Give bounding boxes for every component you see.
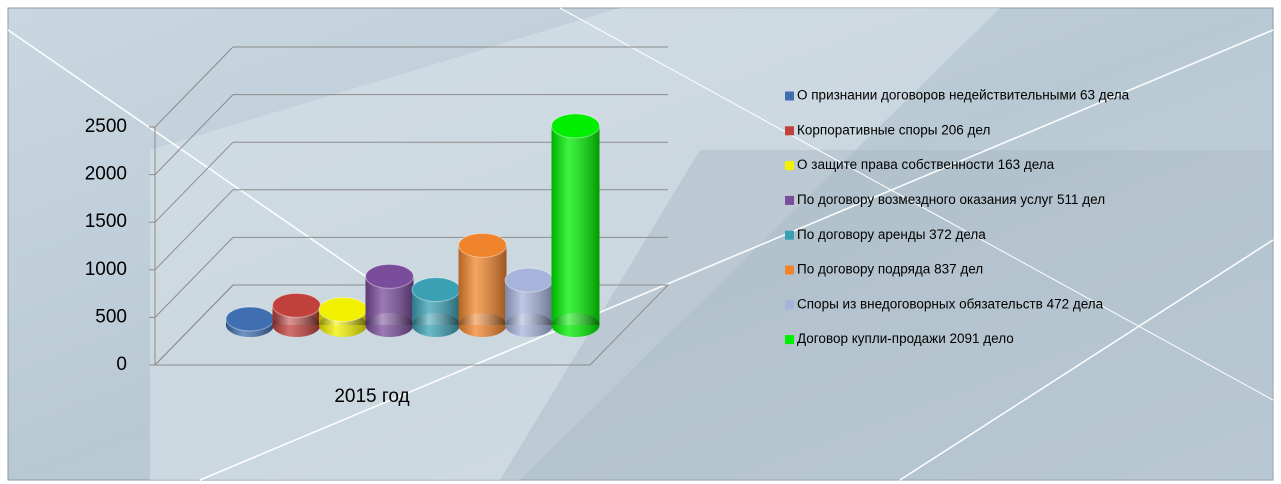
decor-line [899,239,1274,481]
grid-line [154,141,234,223]
bar-top [458,232,507,258]
grid-line [154,94,234,175]
legend-label: Корпоративные споры 206 дел [797,122,990,137]
bar-bottom-shade [458,313,507,337]
y-tick-label: 0 [116,354,127,375]
bar-top [551,113,600,139]
grid-line [154,237,234,318]
x-tick-label: 2015 год [334,386,409,407]
legend-swatch [785,161,794,171]
grid-line [154,284,234,366]
decor-line [559,7,1274,401]
decor-line [199,29,1274,481]
decor-line [7,29,401,301]
bar-top [504,267,554,293]
grid-line [154,189,234,271]
bar-top [365,263,414,289]
legend-label: Споры из внедоговорных обязательств 472 … [797,296,1104,311]
legend-label: Договор купли-продажи 2091 дело [797,331,1014,346]
bar-bottom-shade [412,313,460,337]
legend-label: По договору аренды 372 дела [797,227,986,242]
legend-swatch [785,91,794,101]
legend: О признании договоров недействительными … [785,88,1130,346]
y-tick-label: 500 [95,306,127,327]
y-tick-label: 1000 [85,259,127,280]
legend-swatch [785,230,794,240]
legend-swatch [785,300,794,310]
legend-swatch [785,195,794,205]
bar-bottom-shade [551,313,600,337]
bar-shade [458,245,507,325]
photo-band [500,150,1273,480]
bar-top [272,292,321,318]
legend-swatch [785,126,794,136]
bar-shade [551,125,600,325]
y-tick-label: 1500 [85,211,127,232]
bar-top [225,306,275,332]
bar-bottom-shade [272,313,321,337]
legend-swatch [785,335,794,345]
bar-bottom-shade [365,313,414,337]
y-tick-label: 2500 [85,116,127,137]
bar-bottom-shade [505,313,553,337]
legend-label: О защите права собственности 163 дела [797,157,1055,172]
legend-label: По договору возмездного оказания услуг 5… [797,192,1105,207]
plot-area: 0 500 1000 1500 2000 2500 2015 год [85,46,670,407]
y-tick-label: 2000 [85,164,127,185]
legend-swatch [785,265,794,275]
grid-line [154,46,234,128]
bar-top [318,296,368,322]
legend-label: По договору подряда 837 дел [797,262,983,277]
bar-top [411,277,461,303]
legend-label: О признании договоров недействительными … [797,88,1130,103]
